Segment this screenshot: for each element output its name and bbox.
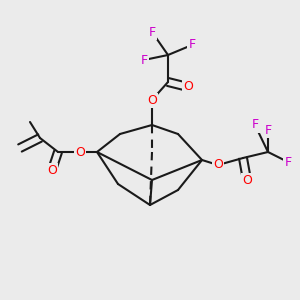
Text: F: F [264,124,272,136]
Text: O: O [213,158,223,172]
Text: F: F [284,155,292,169]
Text: F: F [148,26,156,38]
Text: O: O [75,146,85,158]
Text: O: O [47,164,57,176]
Text: O: O [183,80,193,94]
Text: O: O [147,94,157,106]
Text: O: O [242,173,252,187]
Text: F: F [251,118,259,131]
Text: F: F [188,38,196,52]
Text: F: F [140,53,148,67]
